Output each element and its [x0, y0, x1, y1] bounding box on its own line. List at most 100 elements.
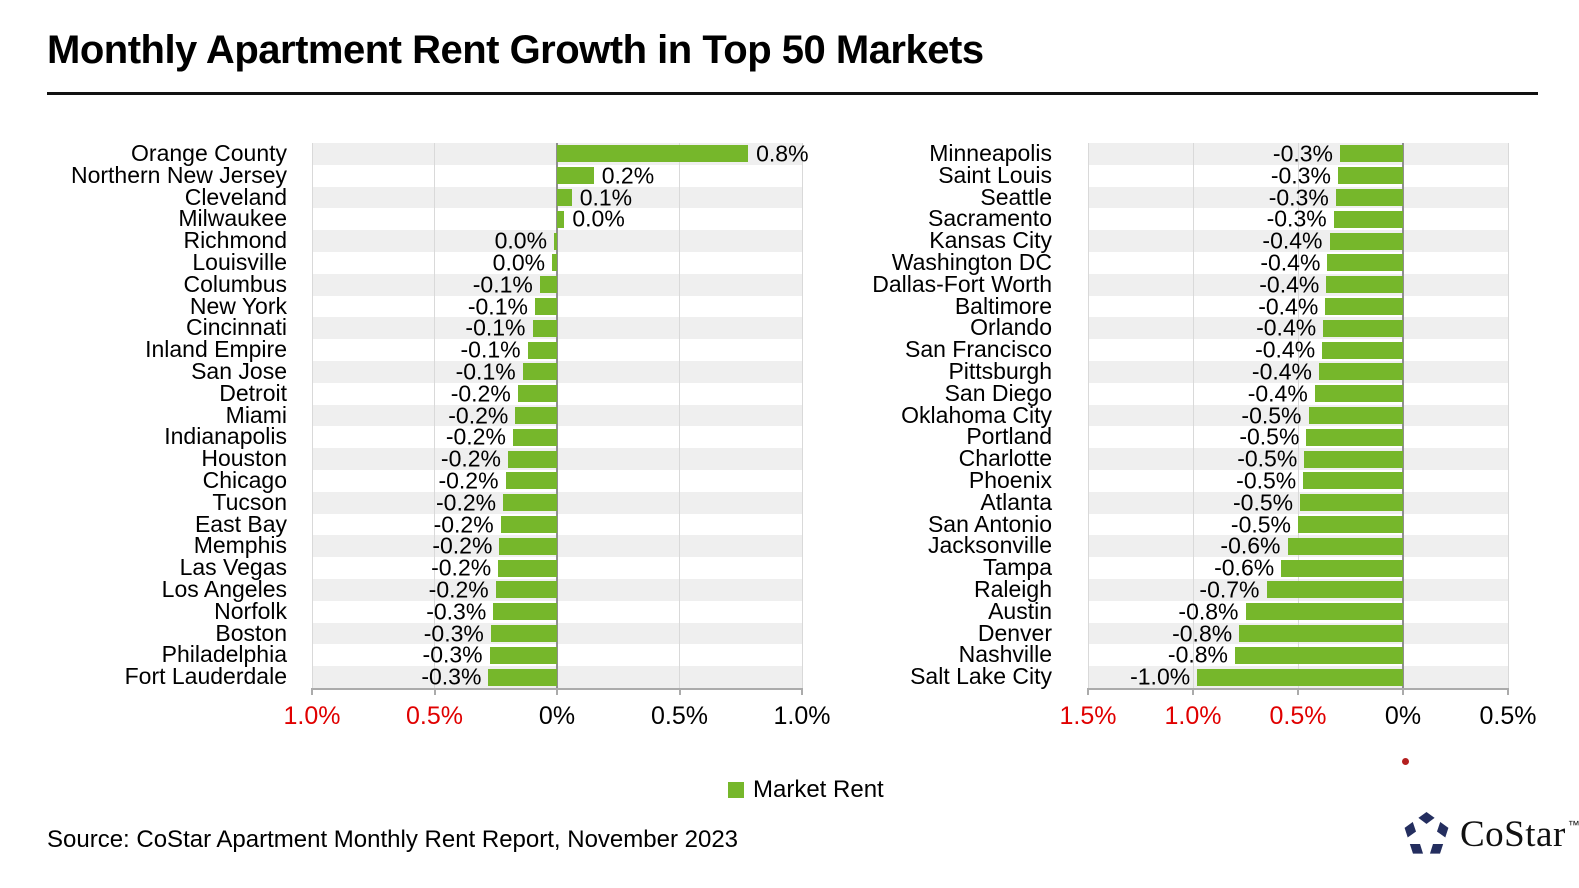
bar [1329, 232, 1403, 250]
bar [539, 276, 557, 294]
bar [1298, 516, 1403, 533]
bar-value-label: -0.4% [1251, 358, 1312, 385]
city-label: Cleveland [184, 183, 287, 210]
bar-value-label: -0.1% [467, 293, 528, 319]
city-label: Saint Louis [938, 161, 1052, 188]
axis-tick [678, 688, 681, 695]
axis-tick [1507, 688, 1509, 695]
city-label: Orlando [970, 314, 1052, 341]
bar-value-label: 0.0% [492, 249, 546, 276]
bar-value-label: -0.4% [1258, 293, 1319, 319]
city-label: Columbus [183, 270, 287, 297]
bar-value-label: 0.2% [601, 162, 655, 189]
bar [1239, 625, 1403, 642]
bar-value-label: -0.2% [431, 554, 492, 581]
page-title: Monthly Apartment Rent Growth in Top 50 … [47, 28, 984, 72]
bar-value-label: -0.2% [450, 380, 511, 407]
city-label: Tucson [212, 488, 287, 515]
bar [499, 537, 557, 555]
bar [1308, 407, 1403, 424]
tick-label: 0.5% [651, 702, 708, 730]
bar-value-label: -0.4% [1260, 249, 1321, 276]
bar [498, 559, 557, 577]
bar-value-label: -0.1% [455, 358, 516, 385]
bar [493, 603, 557, 621]
bar [1327, 254, 1403, 272]
city-label: Raleigh [974, 576, 1052, 602]
bar-value-label: -0.2% [448, 402, 509, 428]
city-label: Milwaukee [178, 205, 287, 232]
tick-label: 0% [538, 702, 576, 730]
city-label: Sacramento [927, 205, 1052, 232]
bar [554, 232, 557, 250]
gridline [1192, 143, 1194, 688]
bar [1281, 559, 1403, 577]
costar-logo-text: CoStar [1460, 814, 1566, 855]
bar-value-label: -0.4% [1262, 227, 1323, 254]
bar-value-label: -0.5% [1236, 467, 1297, 494]
bar-value-label: 0.0% [572, 205, 625, 232]
tick-label: 1.5% [1059, 702, 1117, 730]
bar [1333, 210, 1403, 228]
bar-value-label: 0.1% [579, 184, 633, 210]
city-label: Baltimore [954, 292, 1052, 319]
city-label: Los Angeles [161, 576, 287, 602]
city-label: Phoenix [968, 467, 1052, 493]
city-label: Detroit [219, 379, 287, 406]
city-label: San Jose [191, 358, 287, 384]
city-label: Minneapolis [929, 140, 1052, 166]
bar-value-label: -0.2% [445, 423, 506, 450]
bar [1235, 646, 1403, 664]
bar-value-label: -0.7% [1199, 576, 1260, 603]
city-label: Seattle [980, 183, 1052, 210]
bar-value-label: -0.4% [1247, 380, 1308, 407]
city-label: Jacksonville [928, 532, 1052, 559]
gridline [1507, 143, 1509, 688]
plot-area: -0.3% -0.3% -0.3% -0.3% -0.4% -0.4% -0.4% -0.4%… [1060, 140, 1537, 730]
legend: Market Rent [728, 776, 884, 804]
bar [1197, 668, 1403, 686]
city-label: San Antonio [927, 510, 1052, 537]
city-label: Indianapolis [164, 423, 287, 450]
bar-value-label: -0.5% [1237, 445, 1298, 472]
city-label: Pittsburgh [948, 358, 1052, 384]
bar [495, 581, 557, 599]
city-label: San Diego [944, 379, 1052, 406]
city-label: Chicago [202, 467, 287, 493]
city-label: Philadelphia [161, 641, 287, 668]
city-label: Miami [225, 401, 287, 428]
city-label: Richmond [183, 227, 287, 254]
bar-value-label: -0.2% [428, 576, 489, 603]
city-label: Austin [988, 597, 1052, 624]
chart-panel-left: Orange County Northern New Jersey Clevelan… [0, 140, 831, 743]
bar [1306, 428, 1403, 446]
bar [1245, 603, 1403, 621]
bar-value-label: -0.3% [1270, 162, 1331, 189]
bar-value-label: -0.3% [423, 620, 484, 646]
bar-value-label: -0.5% [1233, 489, 1294, 516]
gridline [434, 143, 435, 688]
bar [1323, 319, 1403, 337]
city-label: Memphis [193, 532, 287, 559]
gridline [801, 143, 803, 688]
bar-value-label: -0.3% [422, 641, 483, 668]
bar-value-label: -0.4% [1256, 314, 1317, 341]
costar-logo-icon [1404, 811, 1449, 854]
gridline [1297, 143, 1299, 688]
bar-value-label: -0.8% [1172, 620, 1233, 646]
bar [1319, 363, 1403, 381]
bar [1335, 189, 1403, 206]
city-label: Orange County [131, 140, 287, 166]
bar [532, 319, 557, 337]
axis-tick [556, 688, 558, 695]
bar [557, 210, 565, 228]
tick-label: 0.5% [1479, 702, 1537, 730]
bar [489, 646, 557, 664]
bar-value-label: -0.1% [472, 271, 533, 298]
gridline [679, 143, 680, 688]
city-label: San Francisco [904, 336, 1052, 363]
bar-value-label: -0.5% [1241, 402, 1302, 428]
tick-label: 0.5% [1269, 702, 1327, 730]
bar [488, 668, 557, 686]
city-label: Washington DC [891, 249, 1052, 275]
